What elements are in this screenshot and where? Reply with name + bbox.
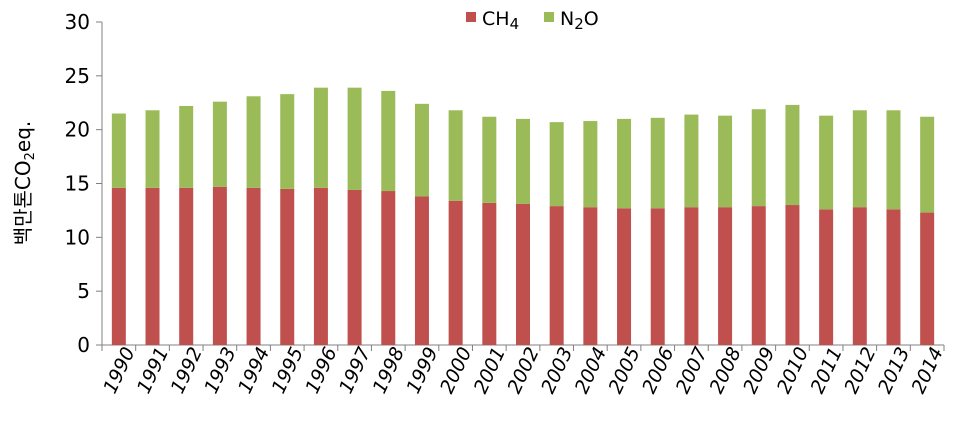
y-tick-label: 20 xyxy=(65,118,90,142)
bar-ch4-1999 xyxy=(414,196,429,345)
bar-n2o-2010 xyxy=(785,104,800,206)
legend-label: CH4 xyxy=(482,8,519,33)
bar-n2o-2000 xyxy=(448,110,463,201)
bar-ch4-2009 xyxy=(751,206,766,345)
bar-n2o-1996 xyxy=(313,87,328,188)
bar-ch4-2004 xyxy=(583,207,598,345)
bar-ch4-1990 xyxy=(111,187,126,345)
bar-ch4-2006 xyxy=(650,208,665,345)
bar-ch4-2002 xyxy=(516,203,530,345)
y-tick-label: 15 xyxy=(65,172,90,196)
bar-n2o-2014 xyxy=(920,116,935,213)
bar-n2o-1997 xyxy=(347,87,362,190)
bar-ch4-1994 xyxy=(246,187,261,345)
bar-ch4-2007 xyxy=(684,207,699,345)
bar-n2o-2013 xyxy=(886,110,901,210)
legend: CH4 N2O xyxy=(466,8,599,33)
bar-ch4-1998 xyxy=(381,191,396,345)
y-tick-label: 30 xyxy=(65,10,90,34)
y-axis-label: 백만톤CO2eq. xyxy=(11,121,38,246)
y-tick-label: 0 xyxy=(77,333,90,357)
bar-ch4-1995 xyxy=(280,188,295,345)
legend-item-n2o: N2O xyxy=(544,8,599,33)
legend-label: N2O xyxy=(560,8,599,33)
bar-n2o-2005 xyxy=(617,118,632,209)
bar-ch4-2008 xyxy=(718,207,733,345)
bar-n2o-1990 xyxy=(111,113,126,188)
bar-ch4-2012 xyxy=(852,207,867,345)
bar-ch4-1991 xyxy=(145,187,160,345)
y-axis-title: 백만톤CO2eq. xyxy=(11,121,38,246)
bar-ch4-2003 xyxy=(549,206,564,345)
bar-ch4-1992 xyxy=(179,187,194,345)
bar-ch4-2011 xyxy=(819,209,834,345)
bar-n2o-2001 xyxy=(482,116,497,203)
bar-ch4-1993 xyxy=(212,186,227,345)
bar-n2o-2002 xyxy=(516,118,530,204)
bar-n2o-1991 xyxy=(145,110,160,188)
y-tick-label: 25 xyxy=(65,64,90,88)
legend-item-ch4: CH4 xyxy=(466,8,519,33)
bar-ch4-2013 xyxy=(886,209,901,345)
bar-ch4-1996 xyxy=(313,187,328,345)
bar-n2o-2006 xyxy=(650,117,665,209)
bar-ch4-2001 xyxy=(482,202,497,345)
bar-n2o-1995 xyxy=(280,94,295,189)
bar-n2o-2003 xyxy=(549,122,564,207)
y-axis-ticks: 0 5 10 15 20 25 30 xyxy=(65,10,102,357)
bar-n2o-2004 xyxy=(583,121,598,208)
bar-ch4-2014 xyxy=(920,212,935,345)
bar-n2o-1993 xyxy=(212,101,227,187)
bar-n2o-1994 xyxy=(246,96,261,188)
bar-n2o-1998 xyxy=(381,90,396,192)
bar-n2o-2011 xyxy=(819,115,834,210)
legend-swatch xyxy=(466,12,476,22)
bar-n2o-2009 xyxy=(751,109,766,207)
bar-n2o-2008 xyxy=(718,115,733,208)
y-tick-label: 10 xyxy=(65,225,90,249)
bar-n2o-1992 xyxy=(179,105,194,188)
bar-n2o-2007 xyxy=(684,114,699,208)
bars xyxy=(111,87,935,345)
bar-ch4-2010 xyxy=(785,205,800,345)
bar-n2o-1999 xyxy=(414,103,429,197)
x-axis-ticks: 1990199119921993199419951996199719981999… xyxy=(99,344,948,397)
bar-ch4-2005 xyxy=(617,208,632,345)
bar-n2o-2012 xyxy=(852,110,867,208)
x-tick-label: 2014 xyxy=(908,344,948,397)
y-tick-label: 5 xyxy=(77,279,90,303)
bar-ch4-1997 xyxy=(347,189,362,345)
legend-swatch xyxy=(544,12,554,22)
bar-ch4-2000 xyxy=(448,200,463,345)
